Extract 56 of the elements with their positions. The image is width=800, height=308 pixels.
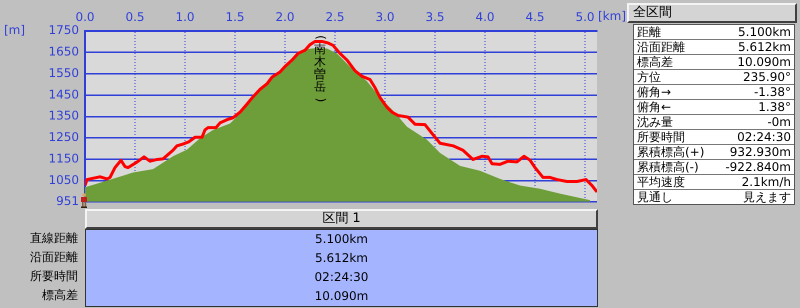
x-tick-label: 3.5	[425, 10, 445, 24]
text: 方位	[637, 70, 661, 84]
y-tick-label: 1450	[48, 87, 79, 102]
text: 累積標高(+)	[637, 145, 704, 159]
text: 235.90°	[743, 70, 791, 84]
text: 沿面距離	[29, 249, 78, 266]
text: 俯角→	[637, 85, 672, 99]
text: 10.090m	[737, 55, 791, 69]
text: 5.612km	[738, 40, 791, 54]
text: -922.840m	[725, 160, 791, 174]
text: 5.100km	[738, 25, 791, 39]
text: 5.100km	[314, 231, 369, 248]
y-tick-label: 1550	[48, 66, 79, 80]
text: 10.090m	[314, 288, 370, 305]
text: 標高差	[41, 287, 78, 304]
y-tick-label: 1050	[48, 172, 79, 187]
x-tick-label: 4.0	[475, 10, 495, 24]
y-tick-label: 1350	[48, 108, 79, 123]
text: -1.38°	[754, 85, 791, 99]
text: 沈み量	[637, 115, 673, 129]
text: 所要時間	[29, 268, 78, 285]
text: 直線距離	[29, 230, 78, 247]
y-tick-label: 1650	[48, 44, 79, 58]
text: 2.1km/h	[742, 175, 791, 189]
text: 見えます	[743, 190, 791, 204]
text: 1.38°	[758, 100, 791, 114]
text: 見通し	[637, 190, 673, 204]
x-tick-label: 3.0	[375, 10, 395, 24]
text: -0m	[767, 115, 791, 129]
text: 平均速度	[637, 175, 685, 189]
y-tick-label: 1750	[48, 23, 79, 38]
text: 標高差	[637, 55, 673, 69]
x-tick-label: 4.5	[525, 10, 545, 24]
y-tick-label: 1250	[48, 130, 79, 144]
text: 5.612km	[314, 250, 369, 267]
x-tick-label: 1.5	[225, 10, 245, 24]
text: 02:24:30	[314, 269, 370, 286]
x-tick-label: 0.0	[75, 10, 95, 24]
x-axis-title: [km]	[598, 9, 626, 24]
x-tick-label: 2.0	[275, 10, 295, 24]
text: 区間 1	[85, 209, 598, 229]
x-tick-label: 2.5	[325, 10, 345, 24]
text: 全区間	[627, 3, 797, 23]
x-tick-label: 1.0	[175, 10, 195, 24]
text: 所要時間	[637, 130, 685, 144]
text: 俯角←	[637, 100, 672, 114]
text: 02:24:30	[737, 130, 791, 144]
text: 累積標高(-)	[637, 160, 699, 174]
text: 距離	[637, 25, 661, 39]
y-tick-label: 951	[56, 194, 79, 208]
text: 沿面距離	[637, 40, 685, 54]
x-tick-label: 0.5	[125, 10, 145, 24]
y-tick-label: 1150	[48, 151, 79, 166]
x-tick-label: 5.0	[575, 10, 595, 24]
y-axis-title: [m]	[4, 23, 26, 38]
text: 932.930m	[730, 145, 791, 159]
